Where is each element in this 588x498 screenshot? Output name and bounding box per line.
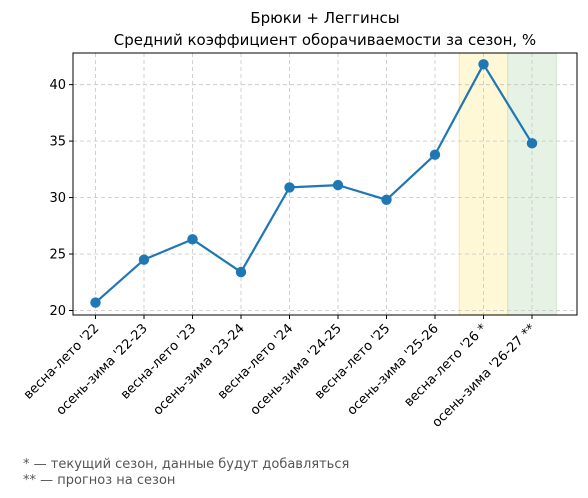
y-tick-label: 40 [49, 78, 66, 93]
data-point [138, 254, 150, 265]
grid [73, 53, 577, 315]
y-tick-label: 25 [49, 248, 66, 263]
data-point [478, 59, 489, 70]
footnote-forecast: ** — прогноз на сезон [23, 473, 176, 488]
data-point [381, 194, 392, 206]
plot-frame [72, 52, 578, 316]
y-tick-label: 20 [49, 304, 66, 319]
data-point [332, 179, 344, 191]
x-tick-label: осень-зима '24-25 [248, 321, 345, 418]
y-tick-label: 30 [49, 191, 66, 206]
x-tick-label: весна-лето '26 * [401, 321, 490, 410]
x-tick-label: осень-зима '23-24 [151, 321, 248, 418]
data-point [187, 234, 198, 245]
data-point [90, 297, 101, 308]
data-point [526, 138, 538, 149]
series-line [94, 63, 533, 304]
data-point [235, 266, 247, 278]
y-tick-label: 35 [49, 135, 66, 150]
x-tick-label: осень-зима '25-26 [345, 321, 442, 418]
chart-subtitle: Средний коэффициент оборачиваемости за с… [114, 31, 536, 49]
x-tick-label: осень-зима '22-23 [54, 321, 151, 418]
chart-title: Брюки + Леггинсы [250, 9, 399, 27]
footnote-current-season: * — текущий сезон, данные будут добавлят… [23, 457, 350, 472]
data-point [284, 182, 295, 193]
highlight-band-2 [507, 52, 557, 316]
highlight-bands [458, 52, 557, 316]
data-point [429, 149, 441, 160]
series-group [90, 59, 538, 308]
